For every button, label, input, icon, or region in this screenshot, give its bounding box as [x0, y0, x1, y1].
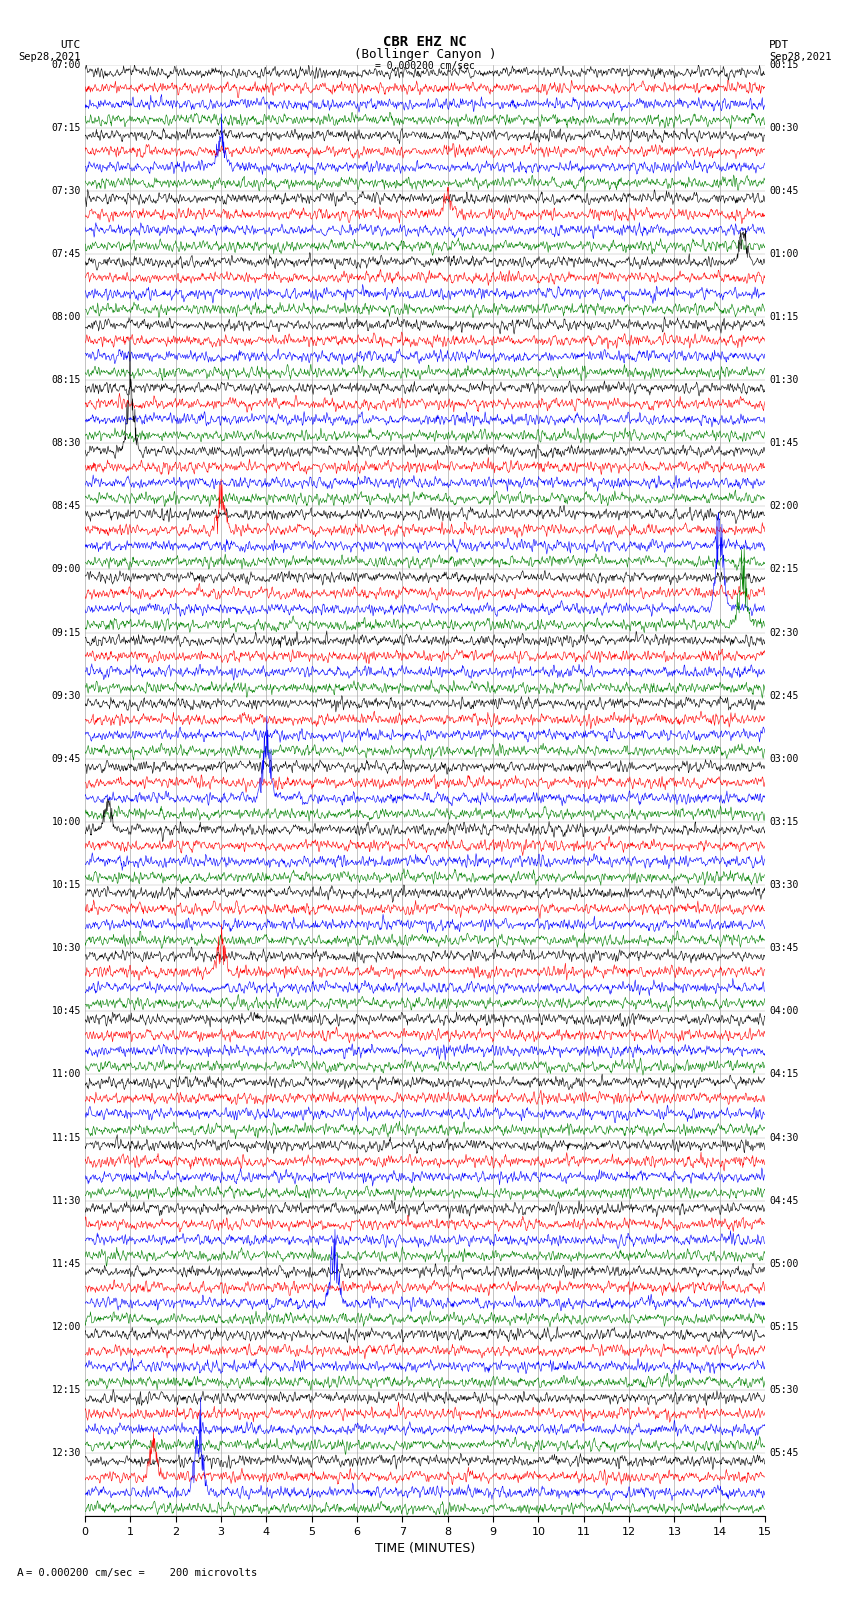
Text: 01:00: 01:00 [769, 248, 799, 258]
Text: 02:30: 02:30 [769, 627, 799, 637]
Text: 04:00: 04:00 [769, 1007, 799, 1016]
Text: 05:00: 05:00 [769, 1258, 799, 1269]
Text: = 0.000200 cm/sec: = 0.000200 cm/sec [375, 61, 475, 71]
Text: 00:15: 00:15 [769, 60, 799, 69]
Text: 05:30: 05:30 [769, 1386, 799, 1395]
Text: 07:15: 07:15 [51, 123, 81, 132]
Text: 03:45: 03:45 [769, 944, 799, 953]
Text: 08:30: 08:30 [51, 439, 81, 448]
Text: 04:15: 04:15 [769, 1069, 799, 1079]
Text: 04:30: 04:30 [769, 1132, 799, 1142]
Text: Sep28,2021: Sep28,2021 [769, 52, 832, 61]
Text: 10:30: 10:30 [51, 944, 81, 953]
Text: 03:15: 03:15 [769, 816, 799, 827]
Text: 10:15: 10:15 [51, 881, 81, 890]
Text: 11:15: 11:15 [51, 1132, 81, 1142]
Text: 03:30: 03:30 [769, 881, 799, 890]
Text: 07:45: 07:45 [51, 248, 81, 258]
Text: 01:45: 01:45 [769, 439, 799, 448]
Text: 07:30: 07:30 [51, 185, 81, 195]
Text: 02:45: 02:45 [769, 690, 799, 700]
Text: 09:45: 09:45 [51, 753, 81, 765]
Text: 09:30: 09:30 [51, 690, 81, 700]
Text: A: A [17, 1568, 24, 1578]
Text: UTC: UTC [60, 40, 81, 50]
Text: 01:15: 01:15 [769, 311, 799, 323]
Text: 11:45: 11:45 [51, 1258, 81, 1269]
Text: 03:00: 03:00 [769, 753, 799, 765]
Text: 00:30: 00:30 [769, 123, 799, 132]
Text: (Bollinger Canyon ): (Bollinger Canyon ) [354, 48, 496, 61]
Text: 08:15: 08:15 [51, 376, 81, 386]
Text: PDT: PDT [769, 40, 790, 50]
Text: 08:00: 08:00 [51, 311, 81, 323]
Text: 02:00: 02:00 [769, 502, 799, 511]
Text: 11:30: 11:30 [51, 1195, 81, 1205]
Text: 08:45: 08:45 [51, 502, 81, 511]
Text: 09:15: 09:15 [51, 627, 81, 637]
Text: CBR EHZ NC: CBR EHZ NC [383, 35, 467, 50]
Text: 11:00: 11:00 [51, 1069, 81, 1079]
Text: 10:00: 10:00 [51, 816, 81, 827]
Text: = 0.000200 cm/sec =    200 microvolts: = 0.000200 cm/sec = 200 microvolts [26, 1568, 257, 1578]
Text: 02:15: 02:15 [769, 565, 799, 574]
Text: 12:15: 12:15 [51, 1386, 81, 1395]
Text: 09:00: 09:00 [51, 565, 81, 574]
X-axis label: TIME (MINUTES): TIME (MINUTES) [375, 1542, 475, 1555]
Text: 07:00: 07:00 [51, 60, 81, 69]
Text: 01:30: 01:30 [769, 376, 799, 386]
Text: Sep28,2021: Sep28,2021 [18, 52, 81, 61]
Text: 10:45: 10:45 [51, 1007, 81, 1016]
Text: 04:45: 04:45 [769, 1195, 799, 1205]
Text: 12:00: 12:00 [51, 1323, 81, 1332]
Text: 05:15: 05:15 [769, 1323, 799, 1332]
Text: 05:45: 05:45 [769, 1448, 799, 1458]
Text: 12:30: 12:30 [51, 1448, 81, 1458]
Text: 00:45: 00:45 [769, 185, 799, 195]
